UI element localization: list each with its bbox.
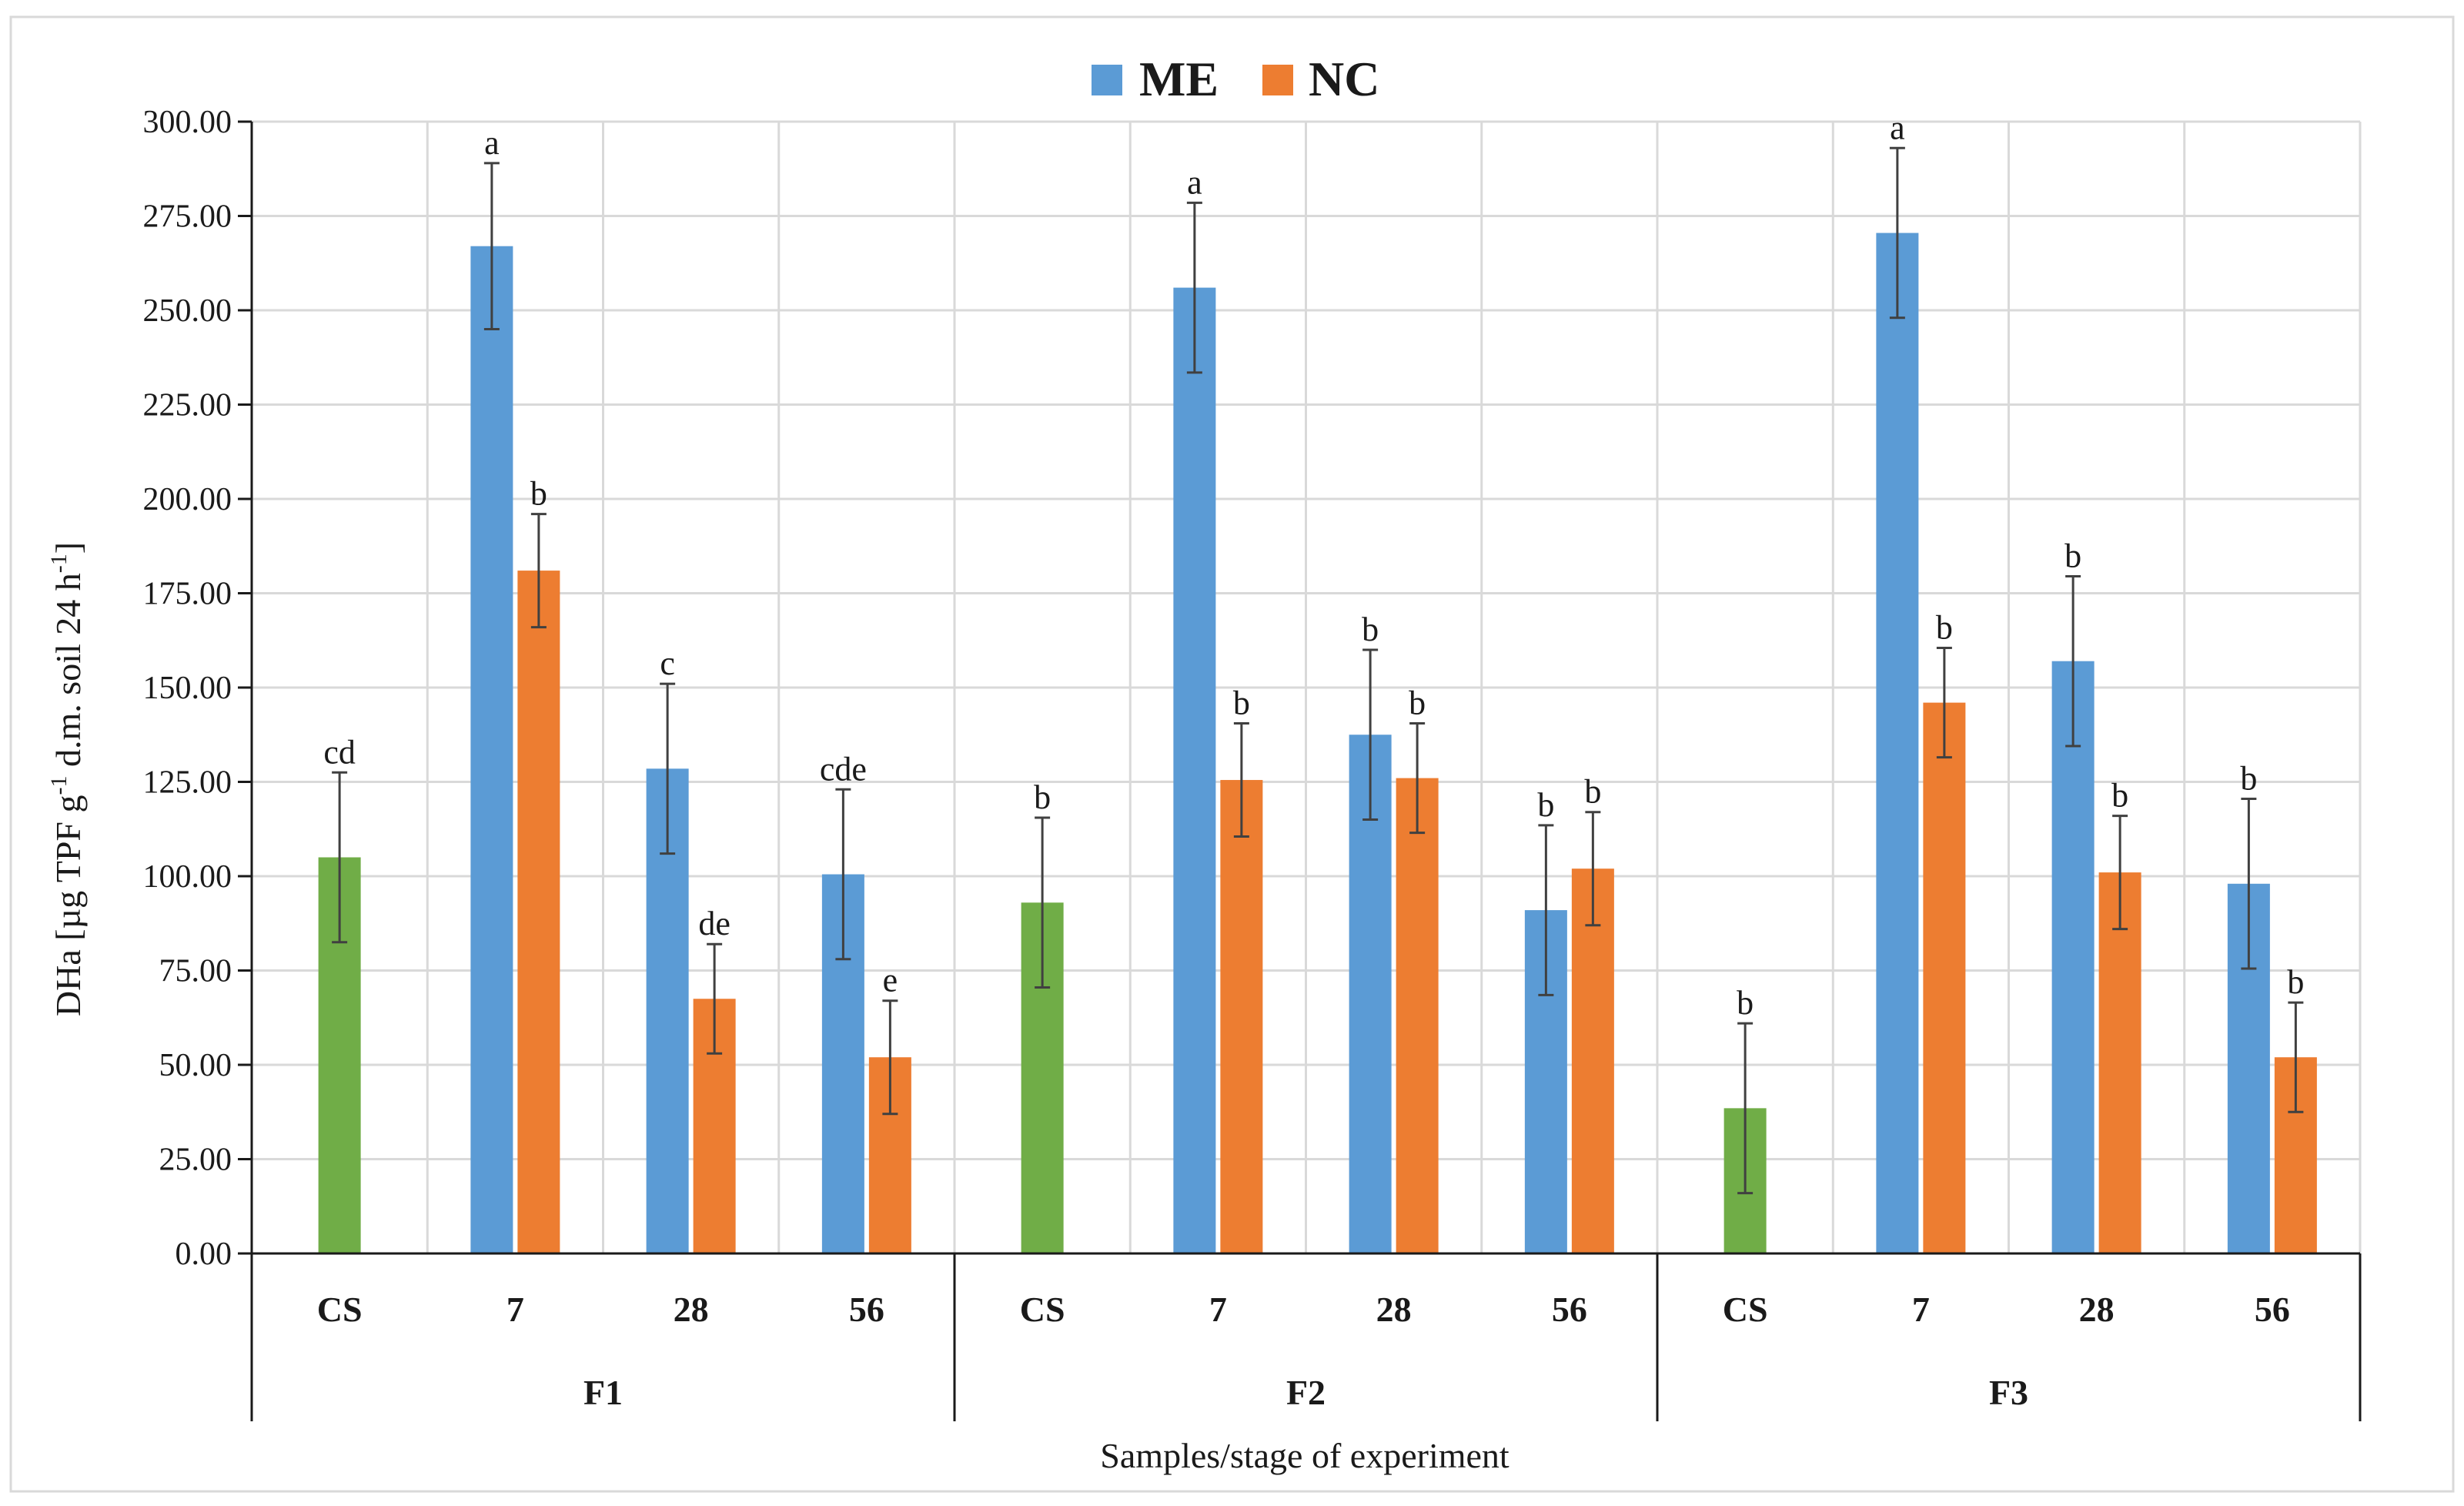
legend-label-me: ME bbox=[1139, 52, 1219, 106]
significance-label: b bbox=[2111, 777, 2128, 815]
y-tick-label: 225.00 bbox=[143, 388, 232, 423]
significance-label: b bbox=[1034, 778, 1051, 816]
category-label: CS bbox=[317, 1290, 363, 1329]
significance-label: b bbox=[1233, 684, 1250, 722]
significance-label: c bbox=[660, 644, 675, 682]
significance-label: a bbox=[1187, 163, 1202, 201]
significance-label: b bbox=[1362, 611, 1379, 648]
category-label: 7 bbox=[1209, 1290, 1227, 1329]
significance-label: a bbox=[484, 124, 500, 162]
y-tick-label: 50.00 bbox=[159, 1048, 232, 1083]
category-label: 28 bbox=[2079, 1290, 2115, 1329]
y-tick-label: 275.00 bbox=[143, 199, 232, 235]
y-axis-title-part-a: DHa [µg TPF g bbox=[48, 795, 88, 1016]
y-tick-label: 150.00 bbox=[143, 671, 232, 706]
bars bbox=[318, 146, 2317, 1254]
significance-label: b bbox=[1537, 786, 1554, 824]
axes bbox=[238, 120, 2362, 1421]
y-axis-title-sup-1: -1 bbox=[46, 775, 72, 795]
significance-label: b bbox=[530, 475, 547, 513]
significance-label: cd bbox=[323, 733, 356, 771]
bar-f2-7-me bbox=[1173, 287, 1216, 1254]
bar-f3-7-me bbox=[1876, 233, 1919, 1253]
category-label: CS bbox=[1020, 1290, 1065, 1329]
significance-label: b bbox=[1584, 773, 1601, 811]
labels: 0.00 25.00 50.00 75.00 100.00 125.00 150.00 175… bbox=[143, 105, 2305, 1412]
significance-label: e bbox=[883, 962, 898, 999]
y-tick-label: 100.00 bbox=[143, 859, 232, 895]
bar-f3-28-nc bbox=[2098, 872, 2141, 1253]
y-axis-title-sup-2: -1 bbox=[46, 554, 72, 573]
group-label: F1 bbox=[583, 1373, 623, 1412]
bar-f2-28-nc bbox=[1396, 778, 1439, 1253]
y-tick-label: 300.00 bbox=[143, 105, 232, 140]
significance-label: a bbox=[1890, 109, 1905, 146]
bar-f2-7-nc bbox=[1220, 780, 1263, 1253]
y-tick-label: 0.00 bbox=[176, 1237, 232, 1272]
y-tick-label: 175.00 bbox=[143, 577, 232, 612]
significance-label: b bbox=[1936, 609, 1953, 647]
y-tick-label: 200.00 bbox=[143, 482, 232, 517]
category-label: 7 bbox=[507, 1290, 524, 1329]
y-tick-label: 125.00 bbox=[143, 765, 232, 801]
y-tick-label: 75.00 bbox=[159, 954, 232, 989]
gridlines bbox=[252, 120, 2362, 1253]
bar-f2-28-me bbox=[1349, 735, 1392, 1253]
bar-f3-28-me bbox=[2051, 661, 2095, 1253]
category-label: 28 bbox=[674, 1290, 709, 1329]
group-label: F2 bbox=[1286, 1373, 1326, 1412]
legend: ME NC bbox=[1092, 52, 1379, 106]
y-axis-title-part-b: d.m. soil 24 h bbox=[48, 573, 88, 775]
significance-label: cde bbox=[820, 750, 867, 788]
legend-swatch-nc bbox=[1262, 65, 1293, 95]
x-axis-title: Samples/stage of experiment bbox=[1100, 1436, 1509, 1475]
y-tick-label: 250.00 bbox=[143, 293, 232, 329]
category-label: CS bbox=[1723, 1290, 1768, 1329]
y-tick-label: 25.00 bbox=[159, 1143, 232, 1178]
bar-f3-7-nc bbox=[1923, 702, 1966, 1253]
category-label: 56 bbox=[849, 1290, 884, 1329]
category-label: 56 bbox=[2255, 1290, 2290, 1329]
bar-f2-56-nc bbox=[1571, 868, 1614, 1253]
significance-label: b bbox=[1409, 684, 1426, 722]
y-axis-title-part-c: ] bbox=[48, 542, 88, 554]
significance-label: b bbox=[2287, 963, 2304, 1001]
bar-f1-7-nc bbox=[517, 571, 560, 1253]
category-label: 28 bbox=[1376, 1290, 1412, 1329]
category-label: 7 bbox=[1912, 1290, 1930, 1329]
significance-label: b bbox=[1737, 984, 1754, 1022]
significance-label: b bbox=[2240, 760, 2257, 798]
group-label: F3 bbox=[1989, 1373, 2028, 1412]
legend-swatch-me bbox=[1092, 65, 1122, 95]
bar-f1-7-me bbox=[470, 246, 513, 1254]
y-axis-title: DHa [µg TPF g-1 d.m. soil 24 h-1] bbox=[46, 542, 88, 1016]
significance-label: de bbox=[698, 905, 731, 942]
legend-label-nc: NC bbox=[1309, 52, 1379, 106]
significance-label: b bbox=[2064, 537, 2081, 574]
category-label: 56 bbox=[1552, 1290, 1587, 1329]
